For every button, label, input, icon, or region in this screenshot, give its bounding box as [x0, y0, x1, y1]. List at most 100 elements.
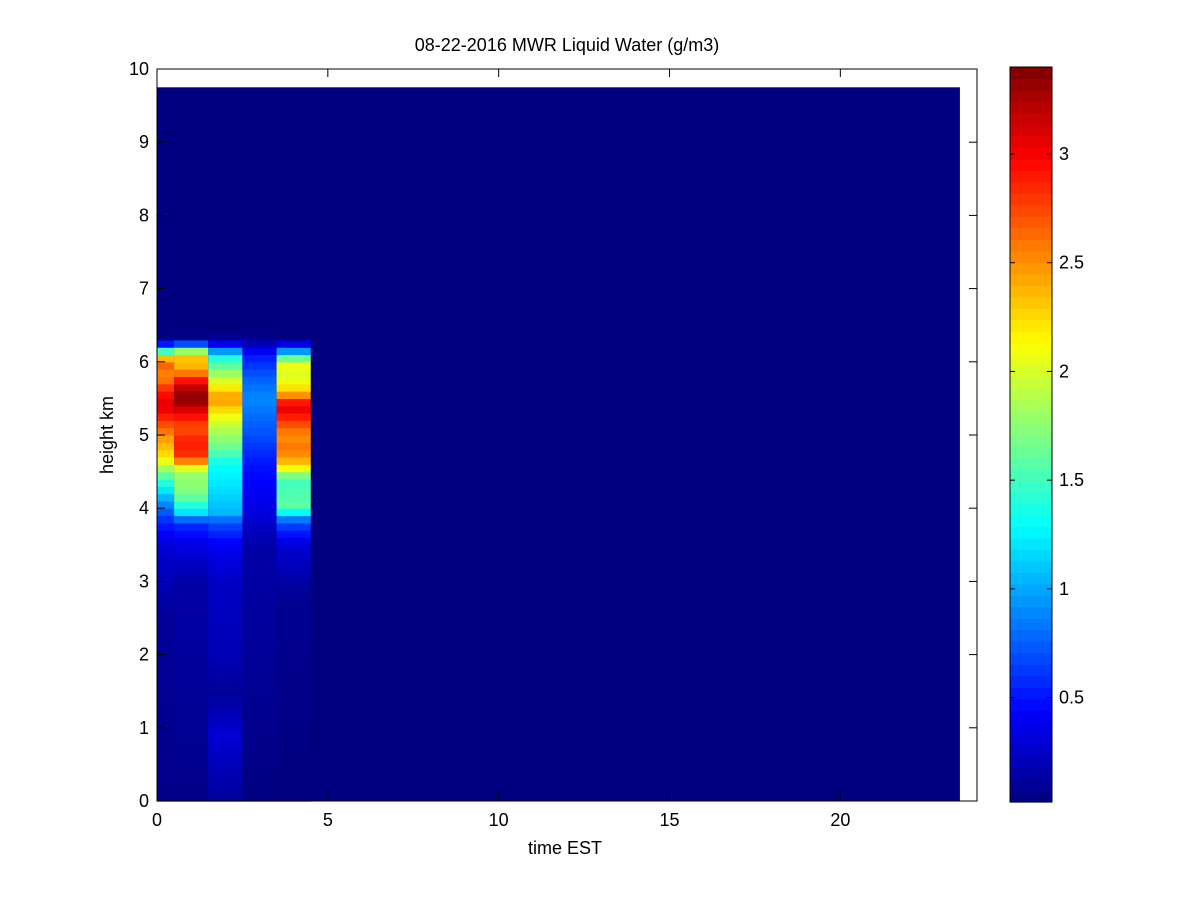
heatmap-cell: [208, 500, 243, 509]
x-tick-label: 5: [323, 810, 333, 830]
colorbar-segment: [1010, 491, 1052, 505]
heatmap-cell: [157, 332, 175, 341]
heatmap-cell: [208, 332, 243, 341]
colorbar-segment: [1010, 721, 1052, 734]
heatmap-cell: [276, 779, 311, 787]
heatmap-cell: [157, 383, 175, 392]
y-tick-label: 8: [139, 205, 149, 225]
heatmap-cell: [276, 332, 311, 341]
y-tick-label: 10: [129, 59, 149, 79]
heatmap-cell: [242, 493, 277, 502]
heatmap-cell: [208, 515, 243, 524]
heatmap-cell: [157, 566, 175, 575]
heatmap-cell: [242, 478, 277, 487]
heatmap-cell: [157, 530, 175, 539]
heatmap-cell: [276, 478, 311, 487]
heatmap-cell: [208, 552, 243, 561]
heatmap-cell: [242, 369, 277, 378]
plot-area: 0 5 10 15 20 0 1 2 3 4 5 6 7 8 9 10: [129, 59, 978, 830]
heatmap-cell: [174, 442, 209, 451]
heatmap-cell: [157, 632, 175, 641]
colorbar-segment: [1010, 537, 1052, 550]
heatmap-cell: [208, 661, 243, 670]
colorbar-segment: [1010, 675, 1052, 688]
heatmap-cell: [242, 676, 277, 685]
heatmap-cell: [157, 764, 175, 773]
heatmap-cell: [242, 347, 277, 356]
heatmap-cell: [174, 559, 209, 568]
heatmap-cell: [276, 515, 311, 524]
heatmap-cell: [276, 691, 311, 700]
heatmap-cell: [174, 691, 209, 700]
heatmap-cell: [208, 537, 243, 546]
heatmap-cell: [276, 398, 311, 407]
heatmap-cell: [276, 486, 311, 495]
heatmap-cell: [242, 588, 277, 597]
heatmap-cell: [242, 683, 277, 692]
heatmap-cell: [276, 661, 311, 670]
heatmap-cell: [242, 376, 277, 385]
heatmap-cell: [174, 588, 209, 597]
heatmap-cell: [157, 559, 175, 568]
heatmap-cell: [276, 537, 311, 546]
colorbar-segment: [1010, 285, 1052, 298]
colorbar-segment: [1010, 296, 1052, 309]
heatmap-cell: [157, 471, 175, 480]
heatmap-cell: [276, 361, 311, 370]
colorbar-tick-label: 0.5: [1059, 688, 1084, 708]
colorbar-segment: [1010, 618, 1052, 631]
heatmap-cell: [242, 698, 277, 707]
colorbar-segment: [1010, 331, 1052, 344]
heatmap-cell: [276, 530, 311, 539]
heatmap-cell: [242, 420, 277, 429]
heatmap-cell: [242, 391, 277, 399]
colorbar-segment: [1010, 388, 1052, 401]
heatmap-cell: [174, 500, 209, 509]
heatmap-cell: [174, 530, 209, 539]
heatmap-cell: [276, 625, 311, 634]
colorbar-segment: [1010, 549, 1052, 562]
heatmap-cell: [174, 793, 209, 802]
heatmap-cell: [157, 588, 175, 597]
colorbar-segment: [1010, 400, 1052, 413]
heatmap-cell: [208, 676, 243, 685]
heatmap-cell: [242, 508, 277, 517]
heatmap-cell: [276, 339, 311, 348]
heatmap-cell: [242, 552, 277, 561]
y-axis-label: height km: [97, 396, 117, 474]
heatmap-cell: [276, 676, 311, 685]
colorbar-segment: [1010, 480, 1052, 493]
heatmap-cell: [242, 596, 277, 604]
heatmap-cell: [157, 361, 175, 370]
heatmap-cell: [276, 588, 311, 597]
colorbar-segment: [1010, 216, 1052, 229]
heatmap-cell: [174, 771, 209, 780]
heatmap-cell: [242, 456, 277, 465]
heatmap-cell: [157, 647, 175, 656]
heatmap-cell: [276, 566, 311, 575]
heatmap-cell: [208, 427, 243, 436]
heatmap-cell: [157, 698, 175, 707]
colorbar-segment: [1010, 365, 1052, 378]
y-tick-label: 5: [139, 425, 149, 445]
colorbar-segment: [1010, 204, 1052, 217]
heatmap-cell: [174, 522, 209, 531]
heatmap-cell: [242, 559, 277, 568]
colorbar-strip: [1010, 67, 1052, 803]
heatmap-cell: [276, 793, 311, 802]
heatmap-cell: [157, 574, 175, 582]
heatmap-cell: [208, 449, 243, 458]
heatmap-cell: [242, 720, 277, 729]
colorbar-segment: [1010, 779, 1052, 792]
colorbar-segment: [1010, 767, 1052, 780]
heatmap-cell: [174, 596, 209, 604]
heatmap-cell: [208, 530, 243, 539]
heatmap-cell: [242, 764, 277, 773]
heatmap-cell: [157, 486, 175, 495]
colorbar-segment: [1010, 124, 1052, 137]
heatmap-cell: [276, 574, 311, 582]
heatmap-cell: [174, 471, 209, 480]
colorbar-segment: [1010, 193, 1052, 206]
heatmap-cell: [157, 683, 175, 692]
colorbar-segment: [1010, 170, 1052, 183]
